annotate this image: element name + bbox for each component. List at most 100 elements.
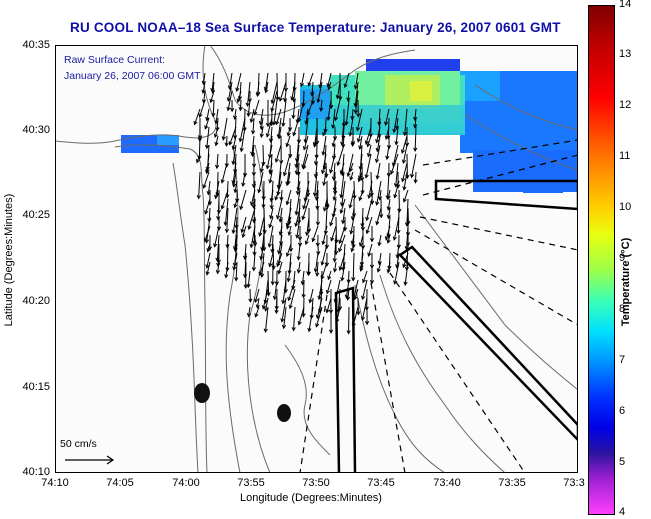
current-vector	[359, 234, 364, 246]
current-vector	[308, 306, 314, 332]
current-vector	[319, 72, 323, 88]
current-vector	[394, 180, 400, 198]
current-vector-head	[259, 273, 265, 278]
current-vector	[387, 207, 391, 219]
current-vector	[198, 171, 201, 199]
current-vector	[375, 144, 381, 163]
current-vector	[268, 225, 274, 247]
current-vector	[280, 189, 283, 201]
current-vector	[261, 234, 265, 251]
current-vector-head	[324, 262, 330, 267]
current-vector	[342, 207, 346, 224]
current-vector-head	[345, 296, 351, 301]
current-vector	[216, 234, 220, 262]
current-vector-head	[261, 204, 266, 209]
current-vector	[404, 108, 408, 136]
current-vector-head	[340, 277, 345, 282]
current-vector	[403, 171, 408, 190]
current-vector	[204, 117, 210, 129]
current-vector-head	[224, 274, 229, 279]
current-vector	[234, 225, 238, 250]
current-vector-head	[341, 219, 346, 225]
coast-nj-shore	[172, 162, 199, 473]
current-vector-head	[401, 177, 406, 183]
current-vector-head	[296, 171, 301, 177]
current-vector	[339, 225, 346, 244]
current-vector-head	[349, 230, 354, 235]
current-vector-head	[204, 210, 209, 215]
current-vector	[287, 126, 291, 136]
colorbar-tick: 6	[619, 405, 626, 417]
current-vector	[392, 144, 399, 167]
xtick-label: 74:05	[106, 477, 134, 489]
current-vector	[378, 252, 382, 265]
current-vector	[361, 279, 368, 300]
current-vector-head	[332, 258, 337, 263]
current-vector	[250, 225, 256, 248]
current-vector-head	[361, 295, 366, 301]
current-vector	[385, 225, 391, 240]
current-vector	[313, 135, 318, 147]
current-vector	[342, 126, 345, 139]
current-vector	[332, 135, 336, 147]
current-vector	[286, 207, 292, 227]
contour-2	[225, 144, 241, 473]
current-vector	[323, 198, 328, 211]
current-vector-head	[277, 250, 282, 255]
current-vector-head	[225, 267, 230, 272]
current-vector	[270, 207, 274, 219]
current-vector-head	[251, 267, 256, 272]
current-vector	[283, 153, 291, 176]
current-vector-head	[328, 329, 334, 334]
current-vector-head	[353, 109, 358, 115]
current-vector-head	[392, 128, 397, 134]
current-vector-head	[196, 195, 201, 200]
current-vector-head	[332, 136, 338, 141]
current-vector-head	[296, 269, 301, 274]
current-vector-head	[401, 159, 407, 165]
current-vector	[292, 99, 296, 119]
current-vector-head	[320, 169, 326, 175]
current-vector	[265, 297, 269, 311]
current-vector-head	[286, 132, 291, 137]
current-vector-head	[364, 174, 369, 179]
current-vector	[234, 198, 238, 208]
current-vector	[286, 189, 292, 205]
current-vector	[404, 261, 409, 285]
current-vector	[276, 198, 283, 219]
current-vector-head	[338, 266, 343, 272]
current-vector-head	[346, 172, 351, 178]
current-vector-head	[268, 262, 273, 268]
current-vector-head	[257, 189, 262, 194]
current-vector-head	[351, 322, 356, 328]
dashed-line-2	[370, 282, 406, 473]
current-vector	[256, 81, 260, 97]
current-vector	[260, 162, 264, 172]
current-vector-head	[286, 180, 291, 186]
current-vector-head	[238, 137, 243, 143]
current-vector-head	[320, 261, 325, 266]
current-vector-head	[326, 116, 331, 122]
xtick-label: 74:00	[172, 477, 200, 489]
xtick-label: 73:45	[367, 477, 395, 489]
current-vector	[259, 216, 265, 236]
current-vector	[239, 81, 242, 100]
colorbar-tick: 13	[619, 48, 632, 60]
current-vector-head	[375, 221, 380, 226]
current-vector-head	[296, 256, 301, 261]
shipping-lane-east	[434, 179, 578, 211]
current-vector	[395, 126, 399, 145]
xtick-label: 73:40	[433, 477, 461, 489]
current-vector	[288, 225, 292, 236]
current-vector	[253, 252, 256, 271]
current-vector	[203, 171, 210, 189]
current-vector-head	[216, 226, 222, 231]
current-vector	[322, 153, 327, 174]
current-vector	[393, 108, 399, 133]
current-vector	[396, 243, 400, 258]
current-vector-head	[356, 113, 361, 118]
current-vector-head	[367, 252, 372, 257]
current-vector-head	[229, 107, 235, 113]
current-vector	[217, 261, 220, 274]
current-vector-head	[378, 196, 383, 201]
